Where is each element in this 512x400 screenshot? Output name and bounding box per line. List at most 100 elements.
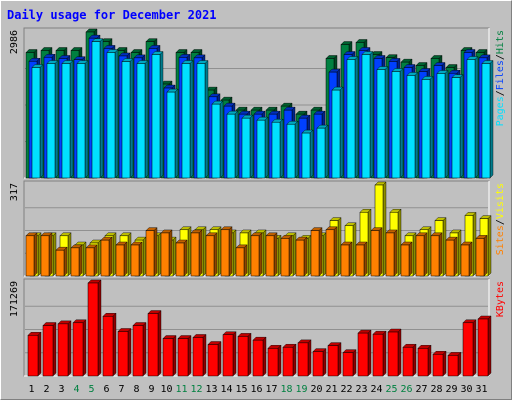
x-tick-label: 21 <box>325 384 337 395</box>
hits-files-pages-pages-bar-side <box>384 66 389 179</box>
visits-sites-sites-bar-side <box>78 244 83 277</box>
x-tick-label: 15 <box>235 384 247 395</box>
hits-files-pages-pages-bar-side <box>249 114 254 179</box>
kbytes-kbytes-bar-side <box>172 335 177 377</box>
hits-files-pages-pages-bar-side <box>444 69 449 179</box>
kbytes-kbytes-bar <box>342 352 354 377</box>
legend-entry-hits: Hits <box>495 30 506 54</box>
hits-files-pages-pages-bar-side <box>54 60 59 179</box>
visits-sites-visits-bar-side <box>112 232 117 277</box>
visits-sites-sites-bar <box>430 235 440 277</box>
visits-sites-sites-bar-side <box>363 241 368 277</box>
x-axis-labels: 1 2 3 4 5 6 7 8 9 10 11 12 13 14 15 16 17 18 19 20 21 22 23 24 2… <box>28 384 487 395</box>
legend-entry-kbytes: KBytes <box>495 281 506 317</box>
visits-sites-visits-bar-side <box>442 217 447 277</box>
hits-files-pages-pages-bar <box>136 63 146 179</box>
visits-sites-sites-bar <box>370 230 380 277</box>
x-tick-label: 20 <box>310 384 322 395</box>
x-tick-label: 31 <box>475 384 487 395</box>
visits-sites-visits-bar-side <box>367 208 372 277</box>
hits-files-pages-pages-bar <box>226 113 236 179</box>
kbytes-kbytes-bar-side <box>247 332 252 377</box>
visits-sites-visits-bar-side <box>292 232 297 277</box>
hits-files-pages-pages-bar <box>331 89 341 179</box>
hits-files-pages-pages-bar-side <box>429 75 434 179</box>
hits-files-pages-pages-bar-side <box>354 55 359 179</box>
hits-files-pages-pages-bar-side <box>174 88 179 179</box>
hits-files-pages-pages-bar-side <box>489 60 494 179</box>
x-tick-label: 26 <box>400 384 412 395</box>
kbytes-kbytes-bar-side <box>367 329 372 377</box>
kbytes-kbytes-bar-side <box>277 344 282 377</box>
x-tick-label: 13 <box>205 384 217 395</box>
hits-files-pages-pages-bar <box>391 71 401 179</box>
legend-text: Pages/Files/Hits <box>495 30 506 126</box>
hits-files-pages-pages-bar <box>346 59 356 179</box>
hits-files-pages-pages-bar <box>76 63 86 179</box>
legend-text: Sites/Visits <box>495 183 506 255</box>
visits-sites-sites-bar-side <box>243 244 248 277</box>
kbytes-kbytes-bar-side <box>127 327 132 377</box>
kbytes-kbytes-bar <box>162 338 174 377</box>
hits-files-pages-pages-bar-side <box>69 60 74 179</box>
visits-sites-visits-bar-side <box>487 215 492 277</box>
visits-sites-sites-bar <box>190 232 200 277</box>
kbytes-kbytes-bar <box>132 325 144 377</box>
visits-sites-visits-bar-side <box>202 226 207 277</box>
hits-files-pages-pages-bar <box>436 73 446 179</box>
x-tick-label: 19 <box>295 384 307 395</box>
x-tick-label: 23 <box>355 384 367 395</box>
kbytes-kbytes-bar-side <box>202 333 207 377</box>
kbytes-kbytes-bar-side <box>52 322 57 377</box>
kbytes-kbytes-bar <box>432 354 444 377</box>
visits-sites-sites-bar-side <box>63 246 68 277</box>
kbytes-kbytes-bar <box>177 338 189 377</box>
hits-files-pages-pages-bar-side <box>144 60 149 179</box>
x-tick-label: 28 <box>430 384 442 395</box>
hits-files-pages-pages-bar-side <box>234 110 239 179</box>
visits-sites-sites-bar <box>220 229 230 277</box>
hits-files-pages-pages-bar <box>376 69 386 179</box>
visits-sites-visits-bar-side <box>412 232 417 277</box>
kbytes-kbytes-bar <box>357 332 369 377</box>
visits-sites-visits-bar-side <box>127 232 132 277</box>
visits-sites-visits-bar-side <box>457 229 462 277</box>
kbytes-kbytes-bar-side <box>427 344 432 377</box>
kbytes-kbytes-bar <box>237 336 249 377</box>
hits-files-pages-pages-bar-side <box>324 124 329 179</box>
hits-files-pages-pages-bar-side <box>99 38 104 179</box>
x-tick-label: 2 <box>43 384 49 395</box>
visits-sites-sites-bar <box>130 244 140 277</box>
x-tick-label: 22 <box>340 384 352 395</box>
visits-sites-sites-bar-side <box>273 232 278 277</box>
x-tick-label: 14 <box>220 384 232 395</box>
hits-files-pages-pages-bar <box>121 61 131 179</box>
visits-sites-visits-bar-side <box>67 232 72 277</box>
hits-files-pages-pages-bar <box>286 123 296 179</box>
visits-sites-visits-bar-side <box>382 181 387 277</box>
visits-sites-visits-bar-side <box>427 226 432 277</box>
hits-files-pages-pages-bar <box>421 79 431 179</box>
visits-sites-visits-bar-side <box>472 211 477 277</box>
hits-files-pages-pages-bar <box>46 63 56 179</box>
visits-sites-sites-bar <box>400 244 410 277</box>
visits-sites-sites-bar-side <box>108 236 113 277</box>
visits-sites-visits-bar-side <box>52 232 57 277</box>
visits-sites-sites-bar-side <box>393 229 398 277</box>
legend: Sites/Visits <box>495 183 506 255</box>
page-title: Daily usage for December 2021 <box>7 8 217 22</box>
kbytes-kbytes-bar <box>57 323 69 377</box>
visits-sites-sites-bar <box>325 229 335 277</box>
visits-sites-visits-bar-side <box>82 241 87 277</box>
kbytes-kbytes-bar <box>192 337 204 377</box>
hits-files-pages-pages-bar <box>256 119 266 179</box>
visits-sites-sites-bar <box>145 230 155 277</box>
visits-sites-sites-bar-side <box>303 236 308 277</box>
kbytes-kbytes-bar-side <box>142 322 147 377</box>
hits-files-pages-pages-bar-side <box>189 60 194 179</box>
hits-files-pages-pages-bar-side <box>129 58 134 179</box>
kbytes-kbytes-bar <box>117 331 129 377</box>
visits-sites-sites-bar-side <box>153 227 158 277</box>
y-max-label: 2986 <box>9 30 20 54</box>
visits-sites-visits-bar-side <box>172 236 177 277</box>
